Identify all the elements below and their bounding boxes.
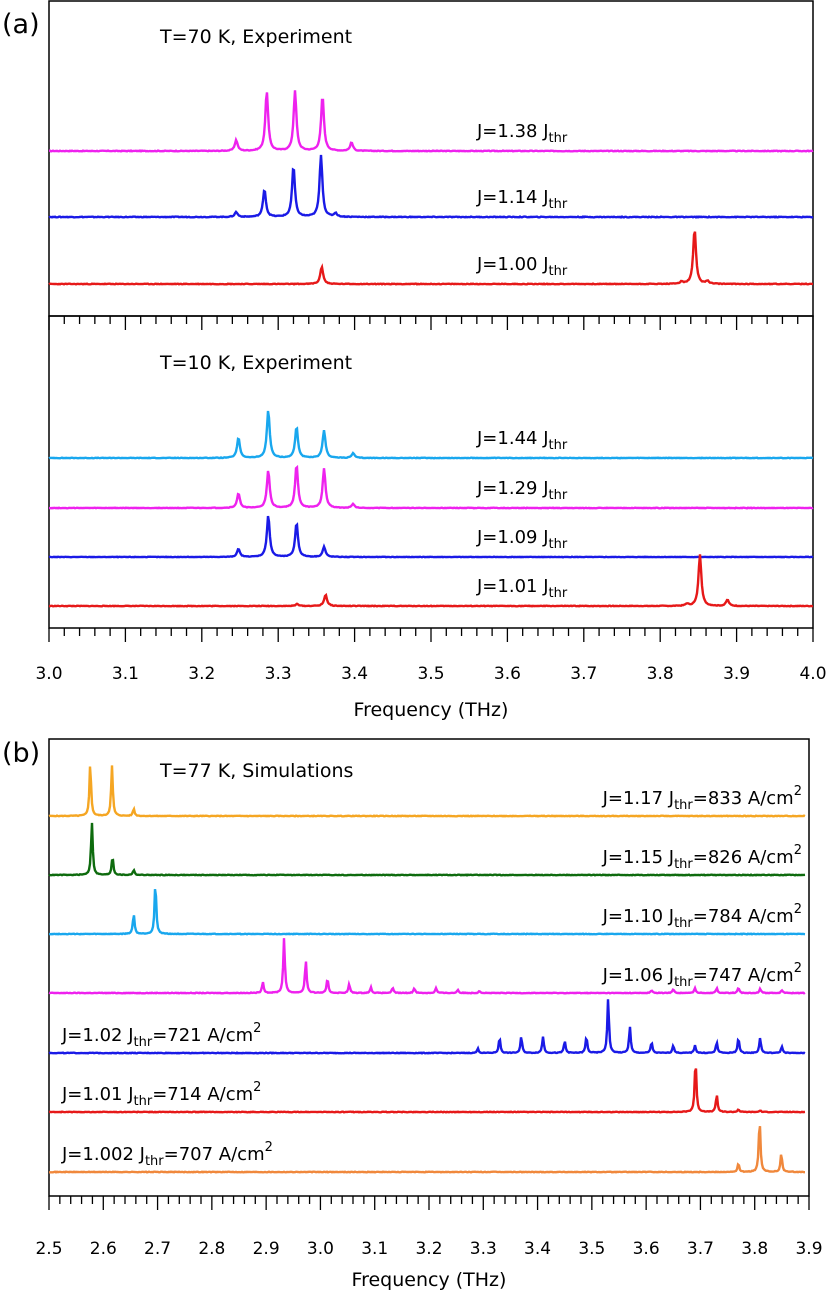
trace-label: J=1.02 Jthr=721 A/cm2 (61, 1021, 261, 1050)
trace-line (49, 464, 814, 510)
trace-label: J=1.38 Jthr (476, 121, 568, 146)
x-tick-label: 3.0 (35, 664, 62, 684)
trace-label: J=1.10 Jthr=784 A/cm2 (602, 902, 802, 931)
x-tick-label: 3.3 (265, 664, 292, 684)
panel-a-bottom-annotation: T=10 K, Experiment (159, 352, 352, 374)
x-tick-label: 3.5 (417, 664, 444, 684)
x-tick-label: 3.5 (578, 1239, 605, 1259)
trace-line (48, 822, 806, 877)
trace-line (49, 90, 814, 153)
panel-b: (b) T=77 K, Simulations J=1.17 Jthr=833 … (2, 738, 823, 1291)
x-tick-label: 3.4 (524, 1239, 551, 1259)
x-tick-label: 3.7 (687, 1239, 714, 1259)
panel-a-tag: (a) (2, 9, 40, 40)
trace-label: J=1.00 Jthr (476, 254, 568, 279)
panel-b-annotation: T=77 K, Simulations (159, 760, 353, 782)
x-tick-label: 4.0 (799, 664, 826, 684)
panel-b-x-ticks (48, 1196, 810, 1210)
x-tick-label: 3.8 (741, 1239, 768, 1259)
trace-label: J=1.01 Jthr (476, 576, 568, 601)
trace-line (48, 999, 806, 1055)
x-tick-label: 3.1 (361, 1239, 388, 1259)
trace-line (48, 938, 806, 995)
x-tick-label: 3.4 (341, 664, 368, 684)
trace-label: J=1.01 Jthr=714 A/cm2 (61, 1080, 261, 1109)
x-tick-label: 3.3 (470, 1239, 497, 1259)
trace-line (48, 410, 814, 460)
panel-b-traces: J=1.17 Jthr=833 A/cm2 J=1.15 Jthr=826 A/c… (48, 765, 806, 1174)
trace-label: J=1.44 Jthr (476, 428, 568, 453)
trace-label: J=1.29 Jthr (476, 478, 568, 503)
panel-a-x-axis-label: Frequency (THz) (354, 699, 509, 721)
panel-a-traces: J=1.38 Jthr J=1.14 Jthr J=1.00 Jthr J=1.44 … (48, 90, 814, 608)
trace-line (49, 889, 806, 936)
panel-a-top-annotation: T=70 K, Experiment (159, 26, 352, 48)
panel-b-x-tick-labels: 2.5 2.6 2.7 2.8 2.9 3.0 3.1 3.2 3.3 3.4 3.5 3.6 3.7 3… (35, 1239, 822, 1259)
x-tick-label: 2.5 (35, 1239, 62, 1259)
x-tick-label: 2.6 (90, 1239, 117, 1259)
trace-label: J=1.15 Jthr=826 A/cm2 (602, 843, 802, 872)
x-tick-label: 3.8 (647, 664, 674, 684)
trace-label: J=1.09 Jthr (476, 527, 568, 552)
trace-line (48, 231, 813, 286)
panel-a-x-tick-labels: 3.0 3.1 3.2 3.3 3.4 3.5 3.6 3.7 3.8 3.9 4.0 (35, 664, 826, 684)
x-tick-label: 3.0 (307, 1239, 334, 1259)
x-tick-label: 3.6 (633, 1239, 660, 1259)
trace-line (48, 154, 814, 219)
x-tick-label: 3.9 (723, 664, 750, 684)
trace-line (48, 1068, 806, 1114)
trace-label: J=1.002 Jthr=707 A/cm2 (61, 1140, 273, 1169)
x-tick-label: 2.8 (198, 1239, 225, 1259)
x-tick-label: 2.7 (144, 1239, 171, 1259)
trace-label: J=1.14 Jthr (476, 187, 568, 212)
x-tick-label: 2.9 (253, 1239, 280, 1259)
x-tick-label: 3.1 (112, 664, 139, 684)
x-tick-label: 3.7 (570, 664, 597, 684)
trace-line (49, 1126, 805, 1174)
trace-label: J=1.06 Jthr=747 A/cm2 (602, 961, 802, 990)
panel-b-tag: (b) (2, 738, 40, 769)
trace-line (48, 515, 814, 559)
panel-a: (a) T=70 K, Experiment T=10 K, Experimen… (2, 0, 827, 721)
x-tick-label: 3.9 (795, 1239, 822, 1259)
trace-label: J=1.17 Jthr=833 A/cm2 (602, 784, 802, 813)
panel-b-x-axis-label: Frequency (THz) (352, 1269, 507, 1291)
trace-line (48, 765, 806, 818)
panel-a-x-ticks (48, 316, 814, 642)
x-tick-label: 3.2 (188, 664, 215, 684)
x-tick-label: 3.2 (415, 1239, 442, 1259)
trace-line (48, 554, 814, 608)
x-tick-label: 3.6 (494, 664, 521, 684)
